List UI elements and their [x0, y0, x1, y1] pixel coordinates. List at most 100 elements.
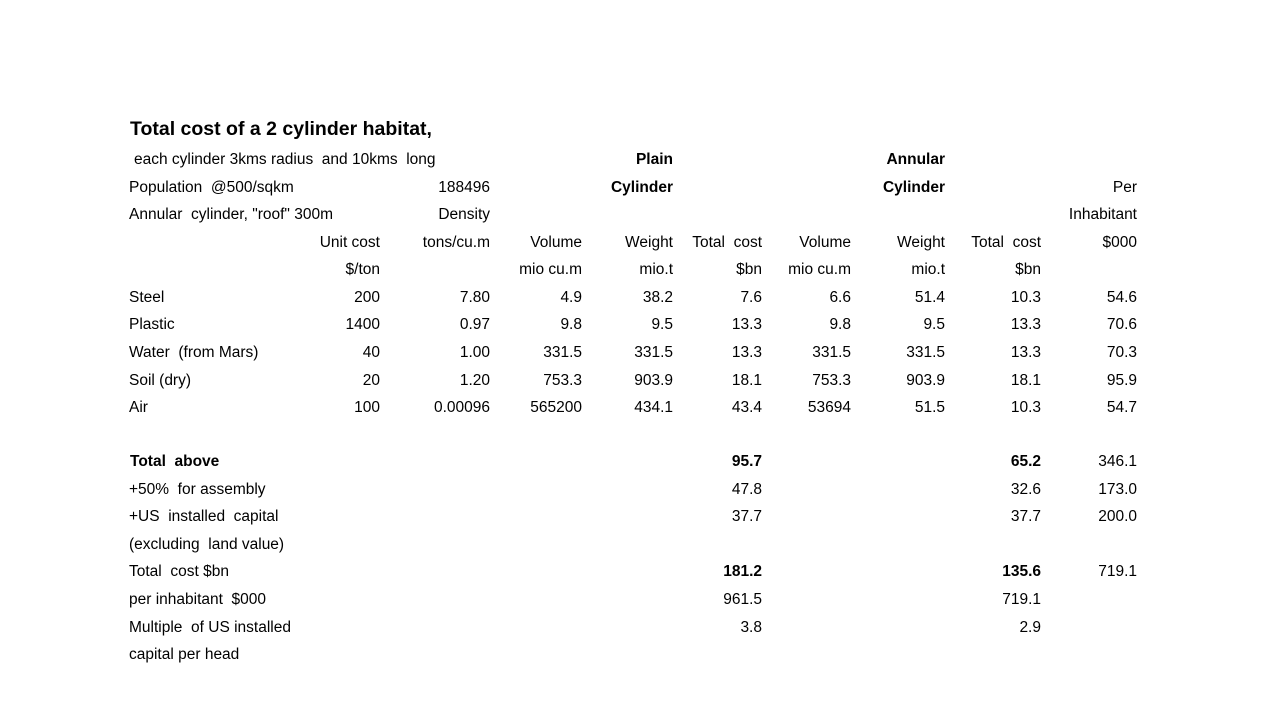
cell-total-cost: 13.3: [731, 344, 762, 361]
material-label: Plastic: [129, 316, 175, 333]
cell-annular-weight: 51.5: [914, 399, 945, 416]
total-cost-per: 719.1: [1098, 563, 1137, 580]
cell-total-cost: 18.1: [731, 372, 762, 389]
material-label: Steel: [129, 289, 165, 306]
cell-annular-total-cost: 10.3: [1010, 399, 1041, 416]
annular-total-cost-header: Total cost: [971, 234, 1041, 251]
cell-unit-cost: 100: [354, 399, 380, 416]
excluding-land-label: (excluding land value): [129, 536, 285, 553]
cell-annular-volume: 753.3: [812, 372, 851, 389]
cell-annular-total-cost: 10.3: [1010, 289, 1041, 306]
annular-cylinder-header: Cylinder: [882, 179, 945, 196]
us-capital-annular: 37.7: [1010, 508, 1041, 525]
total-cost-plain: 181.2: [723, 563, 762, 580]
annular-header: Annular: [886, 151, 945, 168]
total-cost-header: Total cost: [692, 234, 762, 251]
annular-volume-header: Volume: [799, 234, 851, 251]
cell-weight: 331.5: [634, 344, 673, 361]
cell-density: 0.97: [459, 316, 490, 333]
assembly-label: +50% for assembly: [129, 481, 266, 498]
cell-annular-total-cost: 18.1: [1010, 372, 1041, 389]
annular-note: Annular cylinder, "roof" 300m: [129, 206, 333, 223]
cell-annular-total-cost: 13.3: [1010, 344, 1041, 361]
total-above-label: Total above: [130, 453, 220, 470]
cell-unit-cost: 1400: [345, 316, 380, 333]
population-value: 188496: [438, 179, 490, 196]
cell-unit-cost: 20: [362, 372, 380, 389]
material-label: Soil (dry): [129, 372, 192, 389]
page-title: Total cost of a 2 cylinder habitat,: [130, 118, 432, 140]
cell-volume: 331.5: [543, 344, 582, 361]
total-above-annular: 65.2: [1010, 453, 1041, 470]
cell-weight: 38.2: [642, 289, 673, 306]
cell-annular-total-cost: 13.3: [1010, 316, 1041, 333]
cell-total-cost: 43.4: [731, 399, 762, 416]
cell-volume: 4.9: [560, 289, 582, 306]
annular-total-cost-unit: $bn: [1015, 261, 1041, 278]
cell-per-inhabitant: 95.9: [1106, 372, 1137, 389]
total-cost-unit: $bn: [736, 261, 762, 278]
cell-density: 1.00: [459, 344, 490, 361]
multiple-label: Multiple of US installed: [129, 619, 291, 636]
per-inhabitant-annular: 719.1: [1002, 591, 1041, 608]
volume-unit: mio cu.m: [519, 261, 582, 278]
cell-weight: 903.9: [634, 372, 673, 389]
multiple-annular: 2.9: [1019, 619, 1041, 636]
cell-annular-volume: 9.8: [829, 316, 851, 333]
subtitle: each cylinder 3kms radius and 10kms long: [134, 151, 436, 168]
cell-per-inhabitant: 54.7: [1106, 399, 1137, 416]
material-label: Water (from Mars): [129, 344, 259, 361]
weight-unit: mio.t: [639, 261, 673, 278]
total-above-per: 346.1: [1098, 453, 1137, 470]
multiple-label-continued: capital per head: [129, 646, 240, 663]
material-label: Air: [129, 399, 148, 416]
cell-total-cost: 13.3: [731, 316, 762, 333]
multiple-plain: 3.8: [740, 619, 762, 636]
cell-annular-volume: 6.6: [829, 289, 851, 306]
cell-total-cost: 7.6: [740, 289, 762, 306]
density-header: Density: [438, 206, 490, 223]
population-label: Population @500/sqkm: [129, 179, 294, 196]
annular-weight-unit: mio.t: [911, 261, 945, 278]
cell-annular-weight: 9.5: [923, 316, 945, 333]
per-inhabitant-label: per inhabitant $000: [129, 591, 267, 608]
cell-per-inhabitant: 70.3: [1106, 344, 1137, 361]
total-cost-annular: 135.6: [1002, 563, 1041, 580]
cell-per-inhabitant: 70.6: [1106, 316, 1137, 333]
cell-per-inhabitant: 54.6: [1106, 289, 1137, 306]
inhabitant-header: Inhabitant: [1068, 206, 1137, 223]
total-above-plain: 95.7: [731, 453, 762, 470]
cell-density: 1.20: [459, 372, 490, 389]
plain-cylinder-header: Cylinder: [610, 179, 673, 196]
cell-volume: 9.8: [560, 316, 582, 333]
annular-volume-unit: mio cu.m: [788, 261, 851, 278]
unit-cost-unit: $/ton: [345, 261, 380, 278]
per-unit-header: $000: [1102, 234, 1137, 251]
per-header: Per: [1112, 179, 1137, 196]
assembly-per: 173.0: [1098, 481, 1137, 498]
per-inhabitant-plain: 961.5: [723, 591, 762, 608]
plain-header: Plain: [635, 151, 673, 168]
weight-header: Weight: [625, 234, 673, 251]
us-capital-plain: 37.7: [731, 508, 762, 525]
cell-unit-cost: 200: [354, 289, 380, 306]
us-capital-label: +US installed capital: [129, 508, 279, 525]
cell-annular-volume: 331.5: [812, 344, 851, 361]
us-capital-per: 200.0: [1098, 508, 1137, 525]
annular-weight-header: Weight: [897, 234, 945, 251]
cell-annular-weight: 51.4: [914, 289, 945, 306]
cell-annular-weight: 903.9: [906, 372, 945, 389]
assembly-plain: 47.8: [731, 481, 762, 498]
cell-density: 7.80: [459, 289, 490, 306]
unit-cost-header: Unit cost: [319, 234, 380, 251]
cell-density: 0.00096: [433, 399, 490, 416]
cell-volume: 753.3: [543, 372, 582, 389]
cell-volume: 565200: [530, 399, 582, 416]
volume-header: Volume: [530, 234, 582, 251]
cell-annular-volume: 53694: [807, 399, 851, 416]
cell-unit-cost: 40: [362, 344, 380, 361]
assembly-annular: 32.6: [1010, 481, 1041, 498]
total-cost-label: Total cost $bn: [129, 563, 229, 580]
cell-annular-weight: 331.5: [906, 344, 945, 361]
density-unit-header: tons/cu.m: [422, 234, 490, 251]
